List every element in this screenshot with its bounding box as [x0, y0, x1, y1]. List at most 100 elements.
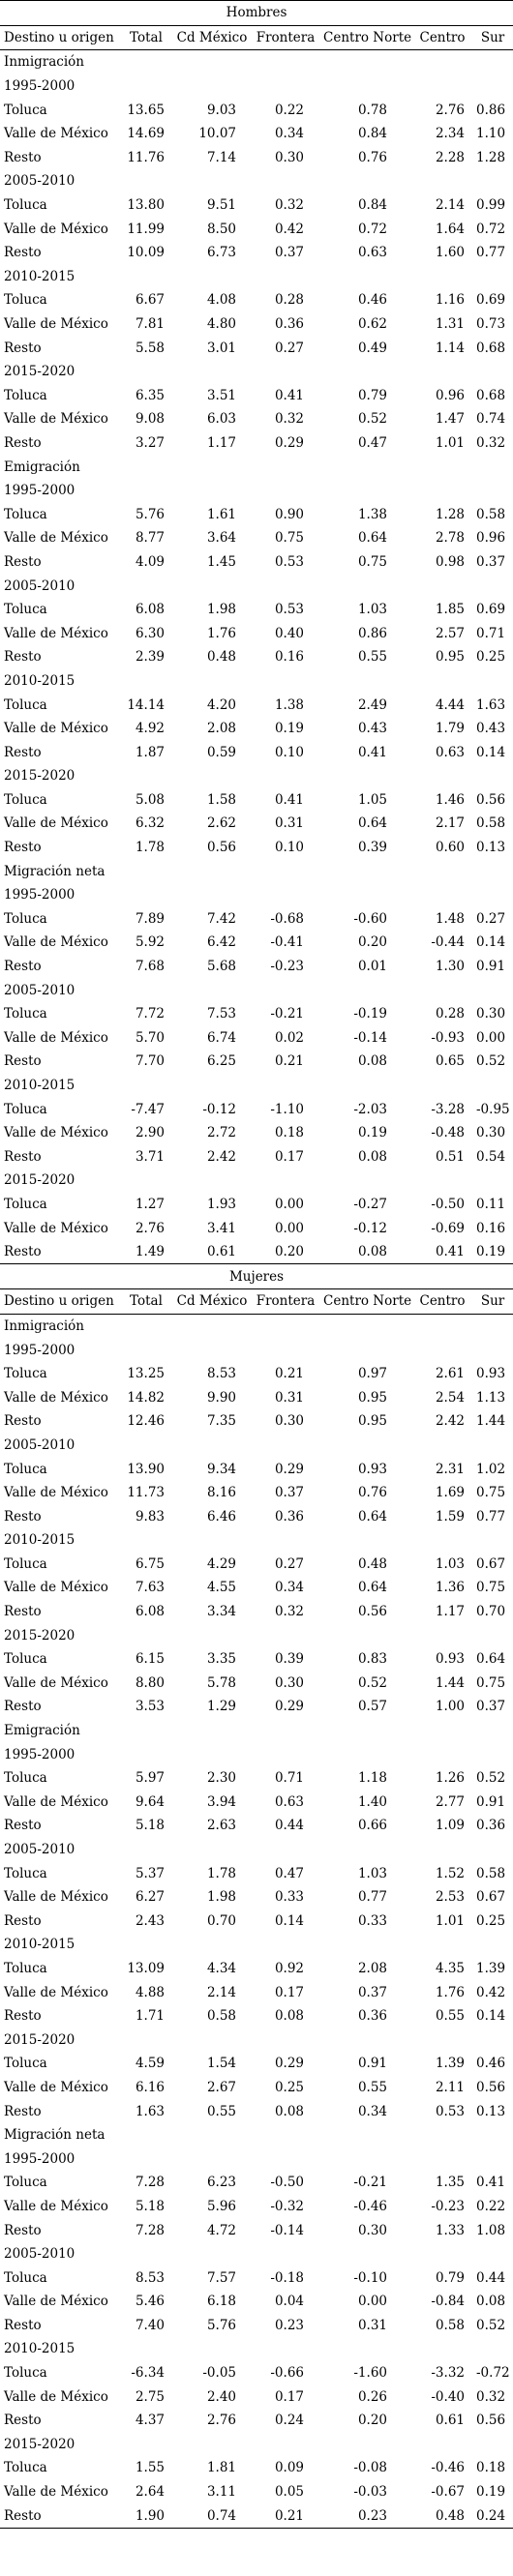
row-label: Toluca	[4, 1196, 47, 1212]
row-label: Valle de México	[4, 1580, 108, 1596]
table-cell: 0.67	[476, 1889, 506, 1906]
table-cell: 5.18	[135, 1818, 165, 1834]
group-title-row: Hombres	[0, 0, 513, 26]
table-cell: 2.77	[435, 1793, 465, 1810]
table-cell: 6.08	[135, 1604, 165, 1620]
period-label: 2010-2015	[4, 268, 75, 284]
row-label: Toluca	[4, 197, 47, 214]
table-cell: 0.10	[274, 840, 304, 856]
table-cell: 2.14	[435, 197, 465, 214]
table-cell: 1.63	[476, 696, 506, 713]
table-cell: 0.43	[357, 721, 387, 737]
column-header: Centro	[412, 25, 472, 51]
table-cell: 5.76	[135, 506, 165, 522]
table-cell: 2.64	[135, 2484, 165, 2501]
table-cell: 0.24	[472, 2503, 513, 2529]
table-row: Valle de México 8.80 5.78 0.30 0.52 1.44 0.75	[0, 1672, 513, 1696]
table-cell: 1.33	[435, 2222, 465, 2238]
table-row: Toluca 6.08 1.98 0.53 1.03 1.85 0.69	[0, 598, 513, 622]
table-cell: 0.77	[476, 1508, 506, 1525]
table-cell: 6.74	[206, 1029, 236, 1046]
table-cell: 0.70	[206, 1912, 236, 1929]
table-cell: 7.70	[135, 1053, 165, 1070]
table-cell: 1.03	[357, 602, 387, 618]
table-row: Valle de México 8.77 3.64 0.75 0.64 2.78 0.96	[0, 526, 513, 550]
table-cell: 8.50	[206, 221, 236, 237]
table-cell: 6.46	[206, 1508, 236, 1525]
table-row: Valle de México 2.64 3.11 0.05 -0.03 -0.67 0.1…	[0, 2480, 513, 2504]
column-header: Total	[120, 25, 172, 51]
table-cell: 0.37	[357, 1984, 387, 2000]
row-label: Toluca	[4, 2365, 47, 2382]
table-cell: 1.59	[435, 1508, 465, 1525]
table-cell: 0.72	[357, 221, 387, 237]
table-row: Valle de México 6.27 1.98 0.33 0.77 2.53 0.67	[0, 1885, 513, 1910]
table-cell: 1.10	[476, 126, 506, 142]
table-cell: 0.93	[357, 1461, 387, 1477]
table-cell: 0.31	[357, 2317, 387, 2333]
table-cell: 0.91	[476, 1793, 506, 1810]
section-row: Emigración	[0, 1719, 513, 1743]
table-cell: 7.57	[206, 2269, 236, 2286]
table-cell: 0.01	[357, 959, 387, 975]
table-row: Toluca 8.53 7.57 -0.18 -0.10 0.79 0.44	[0, 2265, 513, 2290]
table-row: Resto 6.08 3.34 0.32 0.56 1.17 0.70	[0, 1600, 513, 1624]
table-cell: 0.76	[357, 149, 387, 165]
table-cell: 4.88	[135, 1984, 165, 2000]
table-cell: 9.51	[206, 197, 236, 214]
table-cell: 10.07	[198, 126, 236, 142]
table-cell: 0.71	[274, 1770, 304, 1787]
table-cell: 0.13	[476, 2103, 506, 2119]
table-cell: 6.08	[135, 602, 165, 618]
row-label: Valle de México	[4, 1125, 108, 1141]
table-cell: 1.13	[476, 1389, 506, 1406]
table-row: Valle de México 14.82 9.90 0.31 0.95 2.54 1.13	[0, 1385, 513, 1409]
table-row: Valle de México 2.75 2.40 0.17 0.26 -0.40 0.32	[0, 2384, 513, 2409]
table-cell: 6.67	[135, 292, 165, 309]
table-cell: -0.12	[353, 1220, 387, 1236]
period-row: 2005-2010	[0, 978, 513, 1002]
table-cell: 9.83	[135, 1508, 165, 1525]
table-cell: 6.27	[135, 1889, 165, 1906]
table-cell: 1.81	[206, 2460, 236, 2476]
table-cell: 7.72	[135, 1006, 165, 1022]
table-row: Resto 2.39 0.48 0.16 0.55 0.95 0.25	[0, 645, 513, 669]
row-label: Toluca	[4, 506, 47, 522]
table-cell: 3.27	[135, 434, 165, 451]
table-cell: 2.28	[435, 149, 465, 165]
section-label: Inmigración	[4, 54, 84, 71]
table-cell: 0.33	[274, 1889, 304, 1906]
table-cell: 5.58	[135, 340, 165, 356]
table-cell: 2.76	[206, 2413, 236, 2429]
table-cell: 0.17	[274, 2388, 304, 2405]
table-cell: 2.30	[206, 1770, 236, 1787]
table-cell: -0.21	[353, 2175, 387, 2191]
row-label: Resto	[4, 1818, 42, 1834]
table-cell: 1.39	[476, 1960, 506, 1976]
table-cell: -0.23	[431, 2198, 465, 2214]
table-cell: 5.08	[135, 791, 165, 808]
table-row: Valle de México 9.64 3.94 0.63 1.40 2.77 0.91	[0, 1791, 513, 1815]
table-cell: 0.70	[476, 1604, 506, 1620]
column-header: Frontera	[252, 1288, 319, 1315]
table-cell: 0.91	[476, 959, 506, 975]
table-cell: 6.16	[135, 2079, 165, 2095]
column-header: Cd México	[172, 25, 252, 51]
table-cell: 0.46	[476, 2056, 506, 2072]
table-cell: 4.44	[435, 696, 465, 713]
column-header-row: Destino u origen Total Cd México Frontera Ce…	[0, 1288, 513, 1315]
table-cell: 0.17	[274, 1148, 304, 1165]
table-cell: 0.25	[476, 1912, 506, 1929]
row-label: Resto	[4, 1699, 42, 1715]
table-row: Resto 5.58 3.01 0.27 0.49 1.14 0.68	[0, 336, 513, 360]
table-cell: 0.32	[274, 197, 304, 214]
table-cell: 0.91	[357, 2056, 387, 2072]
table-cell: -0.12	[202, 1101, 236, 1117]
table-cell: 0.18	[274, 1125, 304, 1141]
table-cell: 1.01	[435, 1912, 465, 1929]
table-cell: 0.41	[274, 791, 304, 808]
period-label: 2010-2015	[4, 1937, 75, 1953]
section-label: Emigración	[4, 459, 80, 475]
table-cell: 7.63	[135, 1580, 165, 1596]
